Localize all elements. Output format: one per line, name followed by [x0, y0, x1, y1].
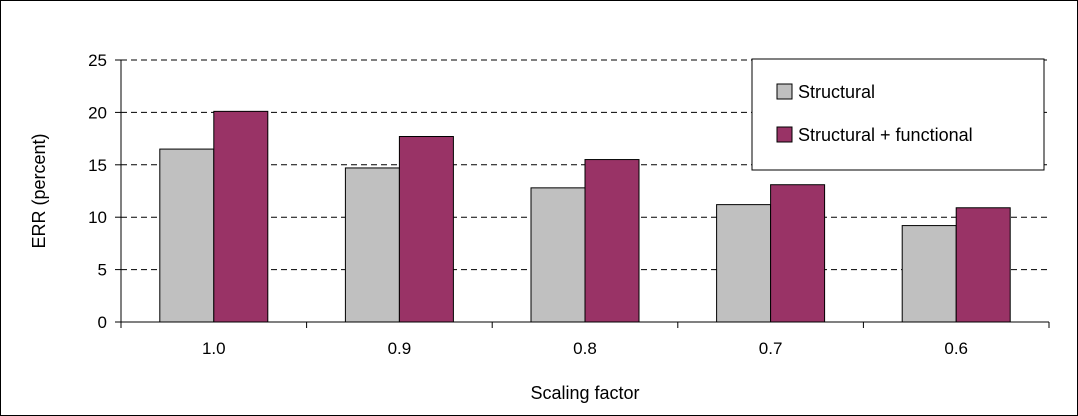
legend: Structural Structural + functional: [751, 58, 1045, 171]
x-tick-label: 0.6: [944, 339, 968, 358]
x-tick-label: 0.8: [573, 339, 597, 358]
bar-structural-functional-0-9: [398, 136, 454, 323]
legend-box: [751, 58, 1045, 171]
y-tick-label: 15: [88, 156, 107, 175]
bar-structural-1-0: [159, 148, 215, 323]
bar-structural-functional-0-8: [584, 159, 640, 323]
bar-structural-0-8: [530, 187, 586, 323]
y-tick-label: 10: [88, 208, 107, 227]
bar-structural-functional-0-7: [770, 184, 826, 323]
x-tick-label: 0.9: [388, 339, 412, 358]
y-tick-label: 25: [88, 51, 107, 70]
x-axis-title: Scaling factor: [530, 383, 639, 403]
legend-swatch-structural: [776, 83, 793, 100]
bar-structural-0-9: [344, 167, 400, 323]
bar-structural-0-7: [716, 204, 772, 323]
bar-structural-functional-0-6: [955, 207, 1011, 323]
x-tick-label: 1.0: [202, 339, 226, 358]
y-tick-label: 5: [98, 261, 107, 280]
legend-label-structural: Structural: [798, 82, 875, 102]
tick-labels: 1.0 0.9 0.8 0.7 0.6 0 5 10 15 20 25: [88, 51, 968, 358]
y-tick-label: 0: [98, 313, 107, 332]
axes: [115, 59, 1050, 328]
bar-structural-0-6: [901, 225, 957, 323]
x-tick-label: 0.7: [759, 339, 783, 358]
legend-label-structural-functional: Structural + functional: [798, 125, 973, 145]
bars: [159, 110, 1011, 323]
y-axis-title: ERR (percent): [29, 133, 49, 248]
y-tick-label: 20: [88, 103, 107, 122]
legend-swatch-structural-functional: [776, 126, 793, 143]
bar-structural-functional-1-0: [213, 110, 269, 323]
